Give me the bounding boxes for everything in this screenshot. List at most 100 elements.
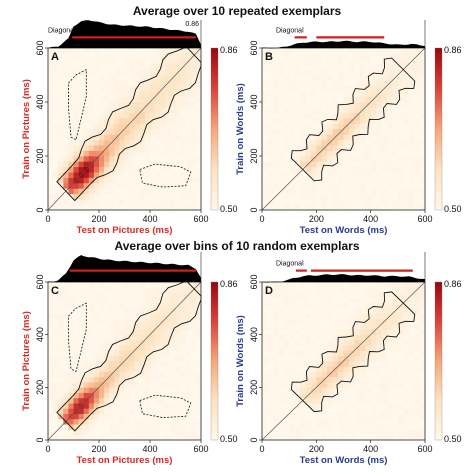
heatmap-cell	[419, 361, 426, 367]
heatmap-cell	[155, 177, 161, 184]
heatmap-cell	[134, 172, 141, 178]
heatmap-cell	[327, 80, 333, 87]
heatmap-cell	[109, 303, 115, 309]
heatmap-cell	[408, 408, 415, 414]
heatmap-cell	[165, 403, 171, 409]
heatmap-cell	[321, 156, 328, 162]
heatmap-cell	[63, 172, 69, 178]
heatmap-cell	[180, 382, 186, 388]
heatmap-cell	[408, 199, 415, 205]
heatmap-cell	[78, 145, 84, 151]
heatmap-cell	[278, 80, 285, 87]
heatmap-cell	[283, 118, 290, 124]
heatmap-cell	[338, 329, 344, 335]
heatmap-cell	[99, 413, 105, 420]
heatmap-cell	[381, 413, 388, 420]
heatmap-cell	[321, 287, 328, 293]
heatmap-cell	[180, 408, 186, 414]
heatmap-cell	[370, 318, 377, 325]
heatmap-cell	[289, 161, 295, 168]
colorbar-min-label: 0.50	[444, 434, 462, 444]
heatmap-cell	[272, 392, 279, 399]
heatmap-cell	[48, 303, 54, 309]
heatmap-cell	[381, 107, 388, 114]
heatmap-cell	[289, 172, 295, 178]
heatmap-cell	[262, 58, 268, 65]
heatmap-cell	[109, 339, 115, 346]
heatmap-cell	[119, 303, 125, 309]
diagonal-label: Diagonal	[48, 28, 76, 35]
heatmap-cell	[262, 112, 268, 119]
heatmap-cell	[73, 91, 79, 97]
heatmap-cell	[408, 287, 415, 293]
heatmap-cell	[262, 424, 268, 430]
heatmap-cell	[119, 282, 125, 288]
heatmap-cell	[119, 85, 125, 92]
heatmap-cell	[348, 85, 355, 92]
heatmap-cell	[348, 69, 355, 76]
heatmap-cell	[294, 308, 301, 314]
heatmap-cell	[359, 308, 366, 314]
heatmap-cell	[397, 96, 404, 103]
heatmap-cell	[53, 75, 59, 81]
heatmap-cell	[370, 112, 377, 119]
heatmap-cell	[408, 392, 415, 399]
heatmap-cell	[129, 366, 135, 372]
heatmap-cell	[58, 308, 64, 314]
heatmap-cell	[144, 129, 151, 135]
heatmap-cell	[150, 48, 156, 54]
heatmap-cell	[348, 397, 355, 404]
heatmap-cell	[343, 361, 350, 367]
heatmap-cell	[386, 371, 393, 378]
heatmap-cell	[283, 156, 290, 162]
heatmap-cell	[109, 118, 115, 124]
heatmap-cell	[267, 408, 274, 414]
heatmap-cell	[408, 161, 415, 168]
heatmap-cell	[175, 371, 181, 378]
heatmap-cell	[338, 397, 344, 404]
heatmap-cell	[262, 129, 268, 135]
heatmap-cell	[195, 139, 202, 146]
heatmap-cell	[129, 355, 135, 362]
heatmap-cell	[114, 150, 120, 157]
heatmap-cell	[88, 48, 95, 54]
heatmap-cell	[359, 334, 366, 341]
heatmap-cell	[305, 397, 312, 404]
heatmap-cell	[365, 156, 371, 162]
heatmap-cell	[160, 329, 166, 335]
heatmap-cell	[327, 85, 333, 92]
heatmap-cell	[262, 80, 268, 87]
heatmap-cell	[68, 313, 74, 320]
heatmap-cell	[73, 418, 79, 425]
heatmap-cell	[403, 350, 409, 357]
heatmap-cell	[63, 292, 69, 299]
heatmap-cell	[327, 429, 333, 436]
heatmap-cell	[327, 324, 333, 330]
heatmap-cell	[144, 397, 151, 404]
heatmap-cell	[300, 129, 306, 135]
heatmap-cell	[338, 75, 344, 81]
heatmap-cell	[53, 345, 59, 351]
heatmap-cell	[144, 418, 151, 425]
heatmap-cell	[144, 118, 151, 124]
heatmap-cell	[78, 339, 84, 346]
heatmap-cell	[354, 408, 361, 414]
heatmap-cell	[370, 199, 377, 205]
heatmap-cell	[160, 96, 166, 103]
heatmap-cell	[165, 53, 171, 60]
heatmap-cell	[53, 118, 59, 124]
heatmap-cell	[354, 139, 361, 146]
heatmap-cell	[310, 403, 317, 409]
heatmap-cell	[160, 91, 166, 97]
heatmap-cell	[180, 397, 186, 404]
heatmap-cell	[134, 418, 141, 425]
heatmap-cell	[144, 387, 151, 393]
heatmap-cell	[278, 329, 285, 335]
heatmap-cell	[289, 324, 295, 330]
heatmap-cell	[155, 166, 161, 173]
heatmap-cell	[338, 408, 344, 414]
heatmap-cell	[124, 371, 130, 378]
heatmap-cell	[165, 413, 171, 420]
heatmap-cell	[376, 350, 382, 357]
